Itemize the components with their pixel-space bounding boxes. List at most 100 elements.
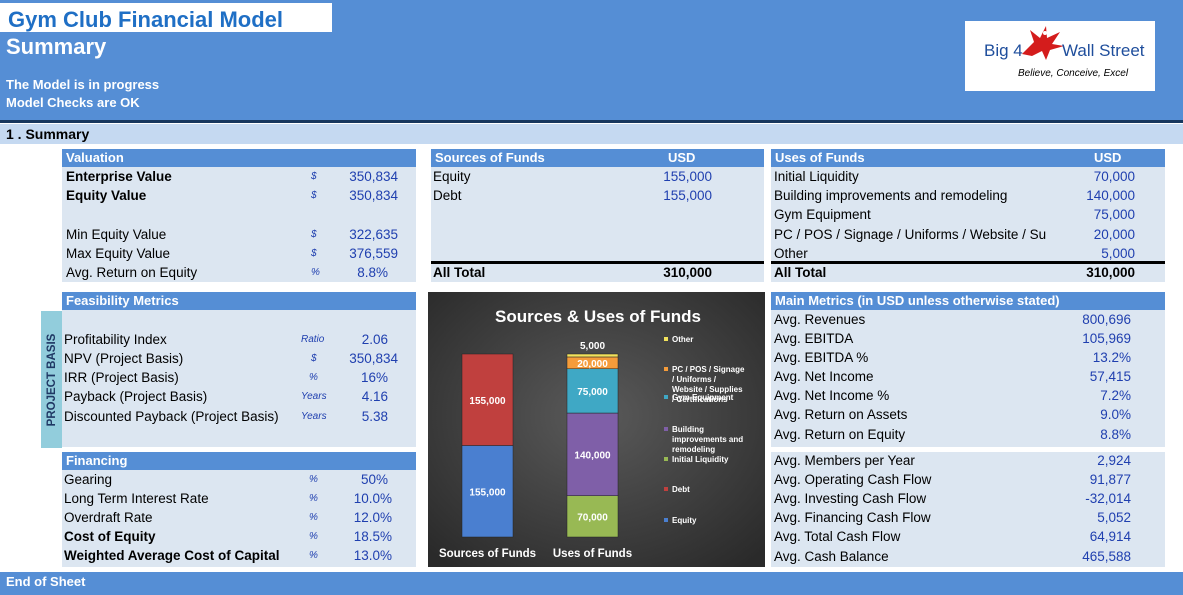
sources-currency: USD bbox=[668, 150, 696, 165]
row-label: Long Term Interest Rate bbox=[64, 491, 209, 506]
row-unit: $ bbox=[311, 171, 317, 182]
row-label: Avg. Financing Cash Flow bbox=[774, 510, 931, 525]
page-title: Gym Club Financial Model bbox=[8, 7, 284, 32]
main-metric-row: Avg. EBITDA 105,969 bbox=[771, 330, 1165, 349]
logo-text-right: Wall Street bbox=[1062, 41, 1145, 60]
main-metric-row: Avg. Investing Cash Flow -32,014 bbox=[771, 490, 1165, 509]
row-label: Min Equity Value bbox=[66, 227, 167, 242]
row-value: 8.8% bbox=[1100, 427, 1131, 442]
row-value: 2,924 bbox=[1097, 453, 1131, 468]
financing-row: Weighted Average Cost of Capital % 13.0% bbox=[62, 547, 416, 566]
row-value: 465,588 bbox=[1082, 549, 1131, 564]
valuation-row: Min Equity Value $ 322,635 bbox=[62, 226, 416, 245]
title-box: Gym Club Financial Model bbox=[0, 3, 332, 32]
uses-currency: USD bbox=[1094, 150, 1122, 165]
row-label: Gym Equipment bbox=[774, 207, 871, 222]
financing-panel: Financing Gearing % 50% Long Term Intere… bbox=[62, 452, 416, 567]
total-divider bbox=[431, 261, 764, 264]
valuation-row: Enterprise Value $ 350,834 bbox=[62, 168, 416, 187]
chart-data-label: 155,000 bbox=[469, 396, 506, 407]
financing-row: Overdraft Rate % 12.0% bbox=[62, 509, 416, 528]
row-unit: % bbox=[309, 512, 318, 523]
main-metric-row: Avg. Operating Cash Flow 91,877 bbox=[771, 471, 1165, 490]
feasibility-header: Feasibility Metrics bbox=[62, 292, 416, 310]
row-value: 5.38 bbox=[361, 409, 388, 424]
eagle-icon bbox=[1022, 26, 1064, 60]
row-value: 91,877 bbox=[1089, 472, 1131, 487]
main-metric-row: Avg. Return on Equity 8.8% bbox=[771, 426, 1165, 445]
chart-bar bbox=[566, 353, 619, 358]
row-unit: % bbox=[309, 493, 318, 504]
chart-category-label: Sources of Funds bbox=[439, 548, 536, 560]
chart-legend-label: Other bbox=[672, 335, 693, 344]
chart-title: Sources & Uses of Funds bbox=[495, 307, 701, 326]
financing-row: Cost of Equity % 18.5% bbox=[62, 528, 416, 547]
chart-data-label: 20,000 bbox=[577, 359, 608, 370]
sources-panel: Sources of Funds USD Equity 155,000 Debt… bbox=[431, 149, 764, 282]
chart-category-label: Uses of Funds bbox=[553, 548, 632, 560]
chart-bar bbox=[461, 445, 514, 538]
row-value: 310,000 bbox=[663, 265, 712, 280]
row-unit: % bbox=[309, 550, 318, 561]
main-metric-row: Avg. Financing Cash Flow 5,052 bbox=[771, 509, 1165, 528]
row-label: Equity bbox=[433, 169, 471, 184]
main-metric-row: Avg. EBITDA % 13.2% bbox=[771, 349, 1165, 368]
chart-legend-swatch bbox=[664, 367, 668, 371]
row-unit: $ bbox=[311, 248, 317, 259]
row-value: 5,052 bbox=[1097, 510, 1131, 525]
valuation-row: Avg. Return on Equity % 8.8% bbox=[62, 264, 416, 283]
row-label: Avg. EBITDA % bbox=[774, 350, 869, 365]
header-divider bbox=[0, 120, 1183, 123]
row-label: Building improvements and remodeling bbox=[774, 188, 1008, 203]
main-metrics-header: Main Metrics (in USD unless otherwise st… bbox=[771, 292, 1165, 310]
row-value: 5,000 bbox=[1101, 246, 1135, 261]
chart-data-label: 155,000 bbox=[469, 487, 506, 498]
footer-label: End of Sheet bbox=[6, 574, 86, 589]
feasibility-row: IRR (Project Basis) % 16% bbox=[62, 369, 416, 388]
financing-header: Financing bbox=[62, 452, 416, 470]
row-value: 350,834 bbox=[349, 351, 398, 366]
row-label: Profitability Index bbox=[64, 332, 167, 347]
row-value: 350,834 bbox=[349, 169, 398, 184]
row-label: All Total bbox=[774, 265, 827, 280]
row-label: PC / POS / Signage / Uniforms / Website … bbox=[774, 227, 1047, 242]
footer-bar: End of Sheet bbox=[0, 572, 1183, 595]
row-value: 8.8% bbox=[357, 265, 388, 280]
row-label: Avg. Members per Year bbox=[774, 453, 915, 468]
valuation-row: Max Equity Value $ 376,559 bbox=[62, 245, 416, 264]
section-title: 1 . Summary bbox=[6, 126, 90, 142]
row-label: IRR (Project Basis) bbox=[64, 370, 179, 385]
row-value: 57,415 bbox=[1089, 369, 1131, 384]
chart-data-label: 140,000 bbox=[574, 450, 611, 461]
valuation-header: Valuation bbox=[62, 149, 416, 167]
row-value: 800,696 bbox=[1082, 312, 1131, 327]
uses-row: PC / POS / Signage / Uniforms / Website … bbox=[771, 226, 1165, 245]
row-value: 13.0% bbox=[353, 548, 392, 563]
logo-text-left: Big 4 bbox=[984, 41, 1023, 60]
section-bar: 1 . Summary bbox=[0, 124, 1183, 144]
main-metrics-panel-top: Main Metrics (in USD unless otherwise st… bbox=[771, 292, 1165, 447]
chart-legend-swatch bbox=[664, 395, 668, 399]
row-label: Avg. Return on Assets bbox=[774, 407, 908, 422]
chart-legend-swatch bbox=[664, 487, 668, 491]
uses-row: Other 5,000 bbox=[771, 245, 1165, 264]
page-subtitle: Summary bbox=[6, 34, 107, 59]
row-value: 20,000 bbox=[1093, 227, 1135, 242]
row-label: Avg. Total Cash Flow bbox=[774, 529, 901, 544]
row-unit: % bbox=[311, 267, 320, 278]
uses-row: Building improvements and remodeling 140… bbox=[771, 187, 1165, 206]
row-value: 9.0% bbox=[1100, 407, 1131, 422]
uses-panel: Uses of Funds USD Initial Liquidity 70,0… bbox=[771, 149, 1165, 282]
chart-legend-label: PC / POS / Signage bbox=[672, 365, 745, 374]
row-value: 70,000 bbox=[1093, 169, 1135, 184]
chart-legend-swatch bbox=[664, 518, 668, 522]
row-unit: $ bbox=[311, 229, 317, 240]
model-checks-status: Model Checks are OK bbox=[6, 95, 140, 110]
row-label: Avg. Revenues bbox=[774, 312, 866, 327]
row-value: 12.0% bbox=[353, 510, 392, 525]
row-unit: $ bbox=[311, 190, 317, 201]
uses-header: Uses of Funds USD bbox=[771, 149, 1165, 167]
feasibility-row: Profitability Index Ratio 2.06 bbox=[62, 331, 416, 350]
feasibility-row: Discounted Payback (Project Basis) Years… bbox=[62, 408, 416, 427]
row-unit: Ratio bbox=[301, 334, 325, 345]
